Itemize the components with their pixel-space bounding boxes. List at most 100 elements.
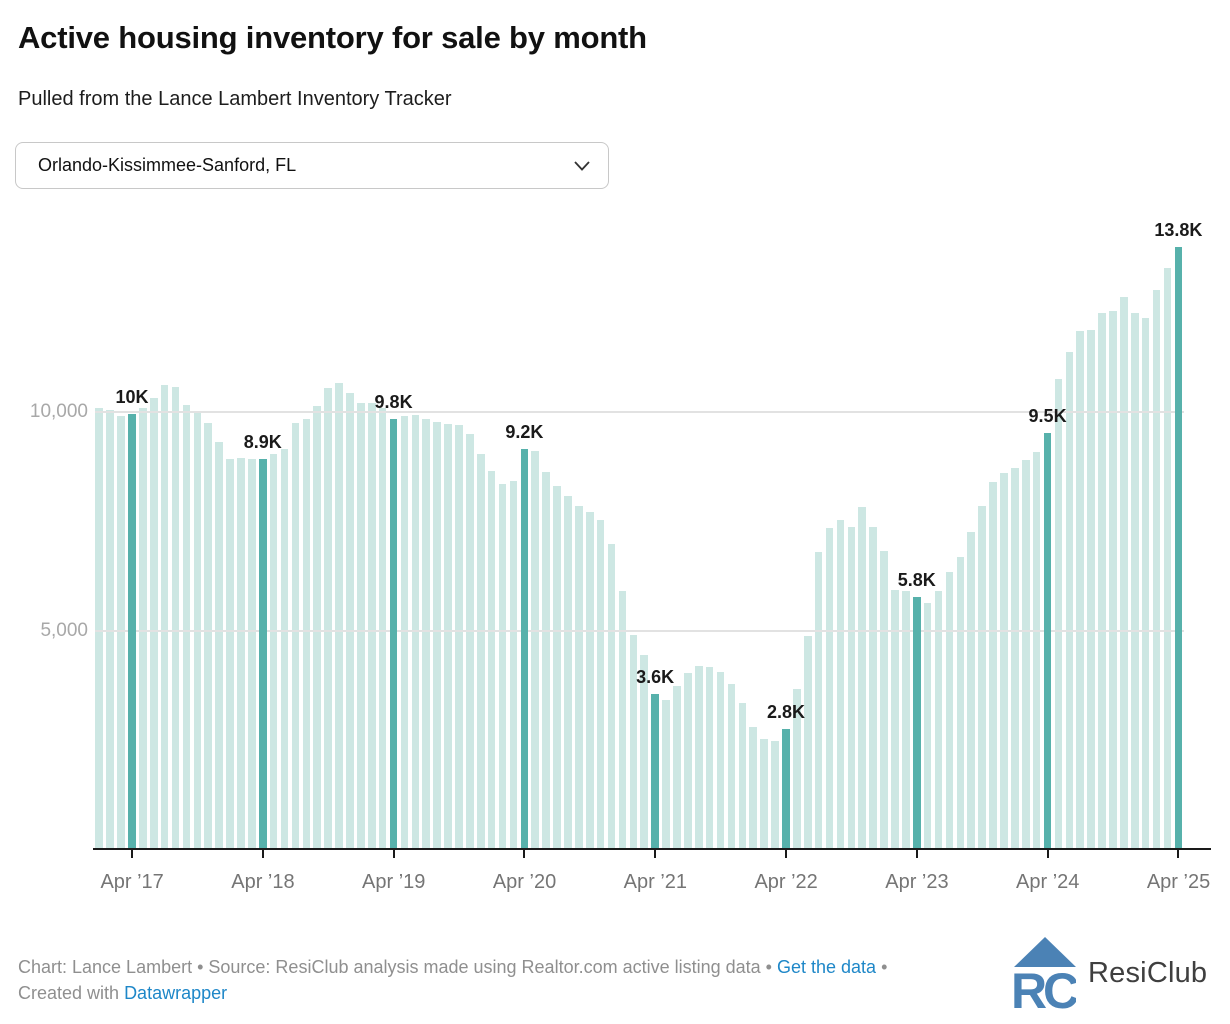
bar [400, 415, 409, 849]
bar [771, 741, 779, 849]
bar-value-label: 5.8K [897, 569, 936, 590]
bar [738, 702, 747, 849]
bar [956, 556, 965, 849]
bar [139, 407, 147, 849]
datawrapper-link[interactable]: Datawrapper [124, 983, 228, 1003]
y-tick-label: 10,000 [29, 401, 88, 422]
x-tick [784, 850, 787, 858]
bar [531, 450, 540, 849]
bar [814, 551, 823, 849]
bar [106, 409, 114, 849]
bar-value-label: 9.2K [505, 422, 544, 443]
bar [803, 636, 812, 849]
bar [1087, 330, 1095, 849]
x-tick-label: Apr ’20 [492, 871, 557, 893]
bar [378, 407, 387, 849]
y-tick-label: 5,000 [40, 619, 88, 641]
bar [629, 635, 638, 849]
bar [967, 531, 976, 849]
bar [269, 454, 278, 849]
bar-value-label: 2.8K [766, 702, 805, 723]
bar [673, 685, 681, 849]
bar [422, 419, 431, 849]
bar [596, 519, 605, 849]
bar [182, 405, 191, 849]
bar [662, 699, 670, 849]
bar [335, 382, 343, 849]
bar [891, 590, 899, 849]
bar [117, 415, 125, 849]
bar-value-label: 10K [115, 387, 149, 408]
bar [302, 419, 311, 849]
bar [411, 415, 420, 849]
bar [1098, 313, 1106, 849]
bar [858, 507, 867, 849]
bar [1032, 451, 1041, 849]
x-tick-label: Apr ’19 [362, 871, 426, 893]
bar [149, 398, 158, 849]
bar [237, 458, 245, 849]
bar [1021, 460, 1030, 849]
bar [1065, 352, 1074, 849]
x-tick [1177, 850, 1180, 858]
svg-text:R: R [1014, 963, 1047, 1010]
y-gridline [95, 411, 1184, 413]
credit-separator: • Created with [18, 957, 888, 1003]
bar [204, 423, 213, 849]
svg-text:C: C [1043, 963, 1076, 1010]
bar [1000, 472, 1008, 849]
bar [466, 433, 474, 849]
bar [869, 527, 877, 849]
bar [575, 505, 583, 849]
x-tick [915, 850, 918, 858]
x-tick-label: Apr ’17 [100, 871, 164, 893]
region-dropdown[interactable]: Orlando-Kissimmee-Sanford, FL [15, 142, 609, 189]
x-tick [261, 850, 264, 858]
resiclub-logo-icon[interactable]: R C [1011, 937, 1079, 1019]
highlight-bar [389, 419, 398, 849]
highlight-bar [782, 729, 790, 849]
bar [95, 407, 104, 849]
bar [705, 666, 714, 849]
highlight-bar [520, 449, 529, 849]
bar [357, 403, 365, 849]
bar [215, 441, 223, 849]
bar [171, 386, 180, 849]
bar [1152, 289, 1161, 849]
x-tick-label: Apr ’21 [623, 871, 688, 893]
highlight-bar [1174, 246, 1183, 849]
x-tick-label: Apr ’24 [1016, 871, 1080, 893]
bar [607, 543, 616, 849]
x-tick [654, 850, 657, 858]
bar [444, 424, 452, 849]
bar-value-label: 9.8K [374, 392, 413, 413]
bar [248, 459, 256, 849]
bar [618, 590, 627, 849]
bar [553, 486, 561, 849]
region-dropdown-value: Orlando-Kissimmee-Sanford, FL [38, 155, 297, 175]
bar [1076, 331, 1085, 849]
page-title: Active housing inventory for sale by mon… [18, 20, 647, 55]
x-tick-label: Apr ’23 [885, 871, 949, 893]
bar [324, 387, 332, 849]
x-tick-label: Apr ’25 [1146, 871, 1211, 893]
bar [902, 591, 910, 849]
bar [498, 484, 507, 849]
highlight-bar [258, 459, 267, 849]
bar [280, 449, 289, 849]
bar [346, 393, 354, 849]
footer-credits: Chart: Lance Lambert • Source: ResiClub … [18, 954, 910, 1006]
bar [455, 425, 463, 849]
bar [989, 481, 997, 849]
x-tick [392, 850, 395, 858]
bar [160, 384, 169, 849]
bar [727, 683, 736, 849]
bar [1141, 317, 1150, 849]
resiclub-logo-text: ResiClub [1088, 957, 1208, 989]
bar [1011, 467, 1019, 849]
bar [476, 453, 485, 849]
get-data-link[interactable]: Get the data [776, 957, 877, 977]
bar [564, 495, 572, 849]
bar-value-label: 13.8K [1154, 219, 1203, 240]
